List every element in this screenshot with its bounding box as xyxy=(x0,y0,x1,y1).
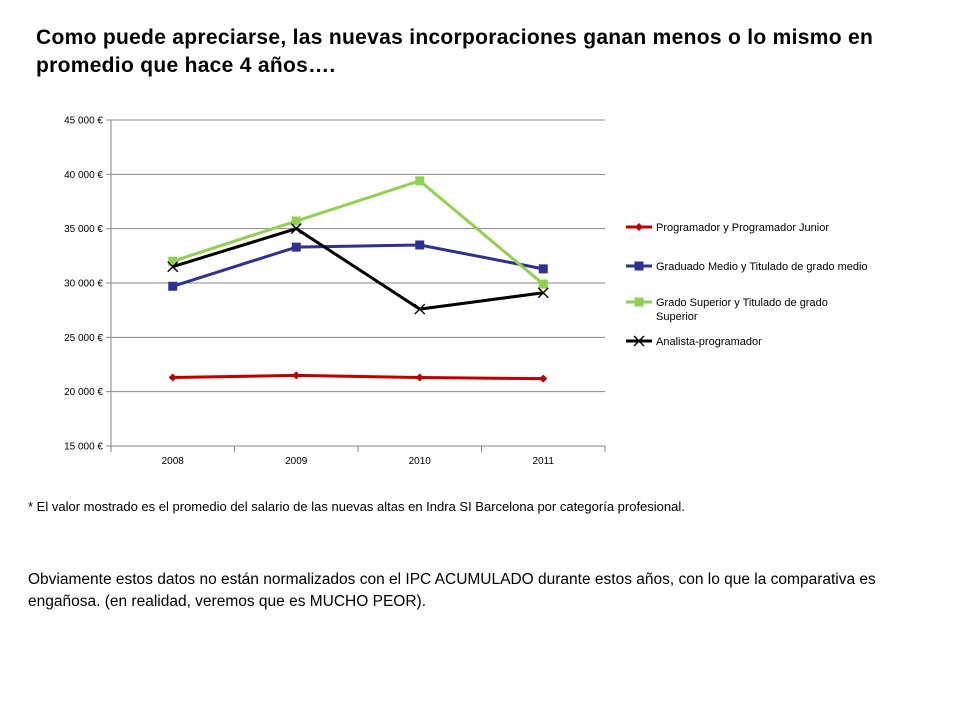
data-point-marker xyxy=(538,264,548,274)
series-line xyxy=(172,179,545,286)
comment-paragraph: Obviamente estos datos no están normaliz… xyxy=(28,571,876,610)
data-point-marker xyxy=(414,303,426,315)
legend-label: Analista-programador xyxy=(656,336,762,348)
footnote: * El valor mostrado es el promedio del s… xyxy=(28,499,685,514)
series-line xyxy=(172,227,544,311)
data-point-marker xyxy=(634,297,644,307)
y-tick-label: 45 000 € xyxy=(64,116,103,127)
page-title: Como puede apreciarse, las nuevas incorp… xyxy=(36,26,874,77)
data-point-marker xyxy=(634,261,644,271)
y-tick-label: 25 000 € xyxy=(64,333,103,344)
data-point-marker xyxy=(415,176,425,186)
data-point-marker xyxy=(415,373,424,382)
data-point-marker xyxy=(290,223,302,235)
legend-label: Graduado Medio y Titulado de grado medio xyxy=(656,261,868,273)
x-tick-label: 2008 xyxy=(162,456,185,467)
chart-legend: Programador y Programador Junior Graduado… xyxy=(626,222,868,348)
y-tick-label: 35 000 € xyxy=(64,224,103,235)
series-4 xyxy=(167,223,549,315)
series-line xyxy=(172,373,544,381)
series-1 xyxy=(168,371,548,383)
x-tick-label: 2010 xyxy=(409,456,432,467)
y-tick-label: 20 000 € xyxy=(64,387,103,398)
data-point-marker xyxy=(538,279,548,289)
data-point-marker xyxy=(291,242,301,252)
y-tick-label: 40 000 € xyxy=(64,170,103,181)
legend-label: Programador y Programador Junior xyxy=(656,222,829,234)
legend-label: Superior xyxy=(656,311,698,323)
data-point-marker xyxy=(633,335,645,347)
x-tick-label: 2011 xyxy=(532,456,554,467)
y-axis-tick-labels: 15 000 € 20 000 € 25 000 € 30 000 € 35 000 €… xyxy=(64,116,103,453)
y-tick-label: 30 000 € xyxy=(64,279,103,290)
data-point-marker xyxy=(168,256,178,266)
data-point-marker xyxy=(292,371,301,380)
chart-series xyxy=(167,176,549,383)
series-line xyxy=(172,243,544,288)
series-2 xyxy=(168,240,548,291)
legend-label: Grado Superior y Titulado de grado xyxy=(656,297,828,309)
data-point-marker xyxy=(537,287,549,299)
data-point-marker xyxy=(291,216,301,226)
data-point-marker xyxy=(539,374,548,383)
x-axis-tick-labels: 2008 2009 2010 2011 xyxy=(162,456,555,467)
data-point-marker xyxy=(167,261,179,273)
legend-entry: Grado Superior y Titulado de grado Superi… xyxy=(626,297,828,323)
data-point-marker xyxy=(635,223,643,231)
data-point-marker xyxy=(168,281,178,291)
y-tick-label: 15 000 € xyxy=(64,442,103,453)
data-point-marker xyxy=(168,373,177,382)
legend-entry: Programador y Programador Junior xyxy=(626,222,829,234)
x-tick-label: 2009 xyxy=(285,456,308,467)
series-3 xyxy=(168,176,548,289)
chart-axes xyxy=(106,119,606,452)
data-point-marker xyxy=(415,240,425,250)
legend-entry: Graduado Medio y Titulado de grado medio xyxy=(626,261,868,273)
legend-entry: Analista-programador xyxy=(626,335,762,348)
